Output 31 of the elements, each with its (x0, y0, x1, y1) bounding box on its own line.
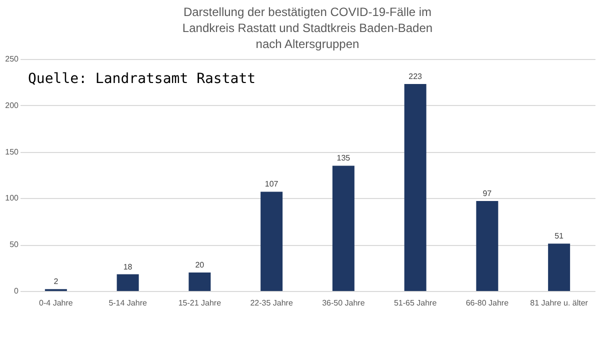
bar (404, 84, 426, 291)
annotation: Quelle: Landratsamt Rastatt (28, 71, 256, 87)
data-label: 223 (408, 72, 423, 82)
bar (548, 244, 570, 291)
x-tick-label: 15-21 Jahre (178, 298, 222, 308)
x-tick-label: 81 Jahre u. älter (530, 298, 588, 308)
y-tick-label: 200 (5, 100, 20, 110)
data-label: 51 (554, 232, 564, 241)
data-label: 18 (123, 262, 133, 272)
x-tick-label: 5-14 Jahre (108, 298, 148, 308)
bar (476, 200, 498, 291)
y-tick-label: 150 (5, 147, 20, 156)
y-tick-label: 100 (5, 194, 20, 203)
data-label: 2 (54, 277, 59, 286)
x-tick-label: 0-4 Jahre (39, 298, 74, 308)
chart-title: Darstellung der bestätigten COVID-19-Fälle im Landkreis Rastatt und Stadtkreis Baden-Baden nach Altersgruppen (182, 5, 433, 51)
data-label: 97 (482, 188, 492, 198)
x-tick-label: 51-65 Jahre (394, 298, 438, 308)
bar (260, 192, 283, 291)
x-tick-label: 22-35 Jahre (250, 298, 294, 308)
data-label: 20 (195, 260, 205, 270)
bar (332, 166, 354, 291)
bar (188, 272, 211, 291)
y-tick-label: 250 (5, 54, 20, 64)
y-tick-label: 50 (10, 240, 20, 250)
data-label: 135 (336, 154, 351, 163)
data-label: 107 (264, 180, 279, 189)
y-tick-label: 0 (14, 286, 20, 296)
bar (116, 274, 139, 291)
x-tick-label: 36-50 Jahre (322, 298, 366, 308)
x-tick-label: 66-80 Jahre (466, 298, 510, 308)
